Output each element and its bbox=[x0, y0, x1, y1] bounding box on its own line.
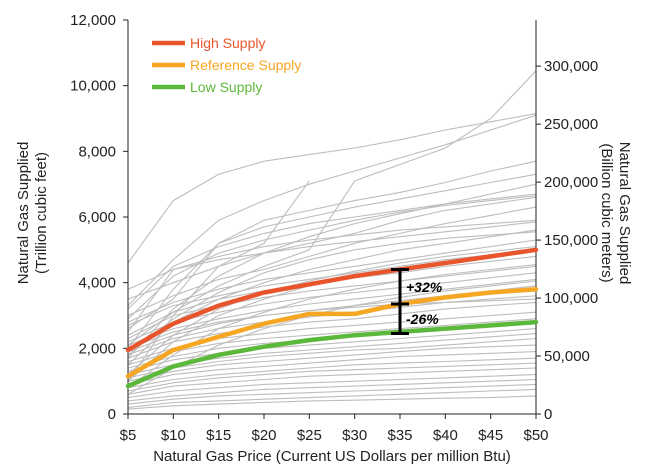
background-line-45 bbox=[127, 231, 537, 356]
tick-marks bbox=[123, 19, 541, 419]
background-line-41 bbox=[127, 280, 537, 395]
y-axis-title-left: Natural Gas Supplied (Trillion cubic fee… bbox=[15, 142, 50, 285]
change-label-2: -26% bbox=[406, 311, 439, 327]
supply-series-lines bbox=[125, 247, 539, 389]
y-tick-label-right: 150,000 bbox=[544, 232, 598, 249]
x-axis-title: Natural Gas Price (Current US Dollars pe… bbox=[153, 448, 511, 465]
y-tick-label-right: 100,000 bbox=[544, 290, 598, 307]
background-line-1 bbox=[127, 113, 537, 264]
y-tick-label-right: 300,000 bbox=[544, 58, 598, 75]
x-tick-label: $50 bbox=[523, 427, 548, 444]
legend-item: Low Supply bbox=[152, 79, 262, 95]
background-line-22 bbox=[127, 344, 537, 382]
background-line-5 bbox=[127, 196, 537, 300]
background-line-3 bbox=[127, 160, 537, 330]
y-tick-label-left: 4,000 bbox=[78, 275, 116, 292]
y-tick-label-left: 10,000 bbox=[70, 78, 116, 95]
background-line-42 bbox=[127, 219, 537, 290]
y-tick-label-left: 0 bbox=[108, 406, 116, 423]
background-line-32 bbox=[127, 173, 537, 349]
y-tick-label-right: 50,000 bbox=[544, 348, 590, 365]
change-bracket-2: -26% bbox=[391, 302, 439, 336]
legend-item: High Supply bbox=[152, 35, 266, 51]
background-line-17 bbox=[127, 318, 537, 366]
x-tick-label: $20 bbox=[251, 427, 276, 444]
x-tick-label: $45 bbox=[478, 427, 503, 444]
legend-label: Low Supply bbox=[190, 79, 262, 95]
low-supply-line bbox=[125, 319, 539, 389]
high-supply-line bbox=[125, 247, 539, 353]
background-line-24 bbox=[127, 357, 537, 389]
background-line-6 bbox=[127, 206, 537, 317]
y-axis-title-right-line2: (Billion cubic meters) bbox=[598, 143, 615, 282]
background-line-27 bbox=[127, 374, 537, 399]
y-tick-label-right: 250,000 bbox=[544, 116, 598, 133]
background-line-23 bbox=[127, 351, 537, 385]
background-line-11 bbox=[127, 272, 537, 343]
y-axis-title-left-line2: (Trillion cubic feet) bbox=[33, 152, 50, 274]
annotations: +32% -26% bbox=[391, 268, 443, 336]
background-line-7 bbox=[127, 239, 537, 323]
legend-label: High Supply bbox=[190, 35, 266, 51]
x-tick-label: $35 bbox=[387, 427, 412, 444]
y-axis-title-right: Natural Gas Supplied (Billion cubic mete… bbox=[598, 142, 633, 285]
background-line-30 bbox=[127, 388, 537, 408]
reference-supply-line bbox=[125, 286, 539, 379]
y-tick-label-left: 6,000 bbox=[78, 209, 116, 226]
background-line-38 bbox=[127, 246, 537, 376]
background-line-29 bbox=[127, 383, 537, 405]
background-line-33 bbox=[127, 183, 537, 359]
background-line-28 bbox=[127, 378, 537, 402]
background-line-12 bbox=[127, 278, 537, 346]
background-line-25 bbox=[127, 362, 537, 392]
y-tick-label-left: 8,000 bbox=[78, 143, 116, 160]
background-line-31 bbox=[127, 395, 537, 410]
background-line-15 bbox=[127, 301, 537, 359]
background-scenario-lines bbox=[127, 70, 537, 410]
x-tick-label: $40 bbox=[433, 427, 458, 444]
background-line-21 bbox=[127, 337, 537, 379]
y-tick-label-right: 200,000 bbox=[544, 174, 598, 191]
background-line-37 bbox=[127, 193, 537, 310]
x-tick-label: $10 bbox=[161, 427, 186, 444]
tick-labels: $5 $10 $15 $20 $25 $30 $35 $40 $45 $50 0 2,000 4,000… bbox=[70, 12, 598, 444]
y-tick-label-right: 0 bbox=[544, 406, 552, 423]
background-line-26 bbox=[127, 367, 537, 395]
x-tick-label: $5 bbox=[120, 427, 137, 444]
legend: High Supply Reference Supply Low Supply bbox=[152, 35, 301, 95]
change-label-1: +32% bbox=[406, 279, 443, 295]
x-tick-label: $25 bbox=[297, 427, 322, 444]
y-tick-label-left: 2,000 bbox=[78, 340, 116, 357]
y-axis-title-right-line1: Natural Gas Supplied bbox=[616, 142, 633, 285]
background-line-4 bbox=[127, 70, 537, 346]
legend-label: Reference Supply bbox=[190, 57, 301, 73]
x-tick-label: $15 bbox=[206, 427, 231, 444]
background-line-35 bbox=[127, 229, 537, 366]
y-axis-title-left-line1: Natural Gas Supplied bbox=[15, 142, 32, 285]
background-line-43 bbox=[127, 298, 537, 349]
background-line-2 bbox=[127, 114, 537, 306]
background-line-40 bbox=[127, 195, 537, 320]
legend-item: Reference Supply bbox=[152, 57, 301, 73]
background-line-44 bbox=[127, 180, 310, 382]
x-tick-label: $30 bbox=[342, 427, 367, 444]
y-tick-label-left: 12,000 bbox=[70, 12, 116, 29]
